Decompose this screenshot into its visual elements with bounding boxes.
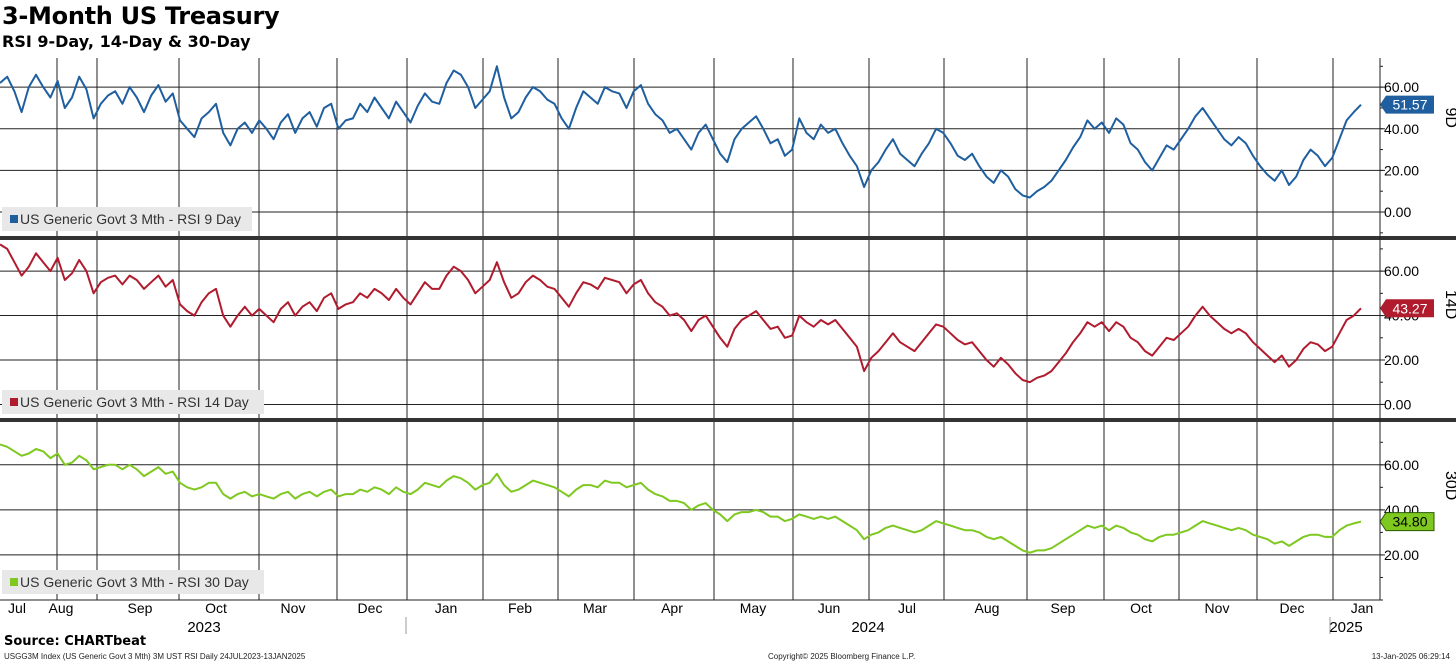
y-tick-label: 60.00 [1384, 457, 1419, 473]
source-label: Source: CHARTbeat [4, 634, 147, 649]
x-month-label: Aug [975, 600, 1000, 616]
last-value-label: 51.57 [1392, 97, 1427, 113]
y-tick-label: 60.00 [1384, 263, 1419, 279]
panel-separator [0, 418, 1456, 422]
x-month-label: Jul [898, 600, 916, 616]
x-month-label: Sep [1051, 600, 1076, 616]
legend-swatch [10, 215, 18, 223]
x-month-label: Dec [358, 600, 383, 616]
last-value-tag [1379, 512, 1435, 532]
timestamp: 13-Jan-2025 06:29:14 [1371, 652, 1450, 661]
legend-label: US Generic Govt 3 Mth - RSI 9 Day [20, 211, 241, 227]
rsi-series-line [0, 65, 1362, 199]
x-month-label: Jul [8, 600, 26, 616]
y-tick-label: 40.00 [1384, 121, 1419, 137]
panel-axis-title: 30D [1442, 471, 1456, 500]
legend-box [2, 390, 264, 414]
x-month-label: Jun [818, 600, 841, 616]
y-tick-label: 20.00 [1384, 352, 1419, 368]
chart-title: 3-Month US Treasury [2, 2, 280, 30]
y-tick-label: 20.00 [1384, 547, 1419, 563]
panel-axis-title: 9D [1442, 108, 1456, 128]
x-month-label: Dec [1280, 600, 1305, 616]
legend-label: US Generic Govt 3 Mth - RSI 30 Day [20, 574, 249, 590]
legend-swatch [10, 398, 18, 406]
legend-swatch [10, 578, 18, 586]
y-tick-label: 0.00 [1384, 396, 1411, 412]
x-month-label: Jan [435, 600, 458, 616]
x-month-label: Oct [1130, 600, 1152, 616]
legend-label: US Generic Govt 3 Mth - RSI 14 Day [20, 394, 249, 410]
x-month-label: Jan [1351, 600, 1374, 616]
x-year-label: 2024 [851, 619, 884, 636]
x-year-label: 2025 [1329, 619, 1362, 636]
rsi-series-line [0, 443, 1362, 554]
last-value-tag [1380, 299, 1434, 318]
panel-separator [0, 236, 1456, 240]
x-month-label: Sep [128, 600, 153, 616]
x-month-label: Oct [205, 600, 227, 616]
x-month-label: Mar [583, 600, 607, 616]
y-tick-label: 60.00 [1384, 79, 1419, 95]
x-month-label: May [740, 600, 766, 616]
panel-axis-title: 14D [1442, 290, 1456, 319]
x-month-label: Nov [1205, 600, 1230, 616]
chart-subtitle: RSI 9-Day, 14-Day & 30-Day [2, 32, 251, 51]
x-year-label: 2023 [187, 619, 220, 636]
y-tick-label: 0.00 [1384, 204, 1411, 220]
legend-box [2, 570, 264, 594]
legend-box [2, 207, 252, 231]
last-value-label: 34.80 [1392, 514, 1427, 530]
rsi-series-line [0, 243, 1362, 384]
x-month-label: Apr [661, 600, 683, 616]
x-month-label: Aug [49, 600, 74, 616]
x-month-label: Feb [508, 600, 532, 616]
copyright-notice: Copyright© 2025 Bloomberg Finance L.P. [768, 652, 916, 661]
y-tick-label: 20.00 [1384, 162, 1419, 178]
last-value-label: 43.27 [1392, 300, 1427, 316]
last-value-tag [1380, 95, 1434, 114]
x-month-label: Nov [281, 600, 306, 616]
index-info: USGG3M Index (US Generic Govt 3 Mth) 3M … [4, 652, 306, 661]
